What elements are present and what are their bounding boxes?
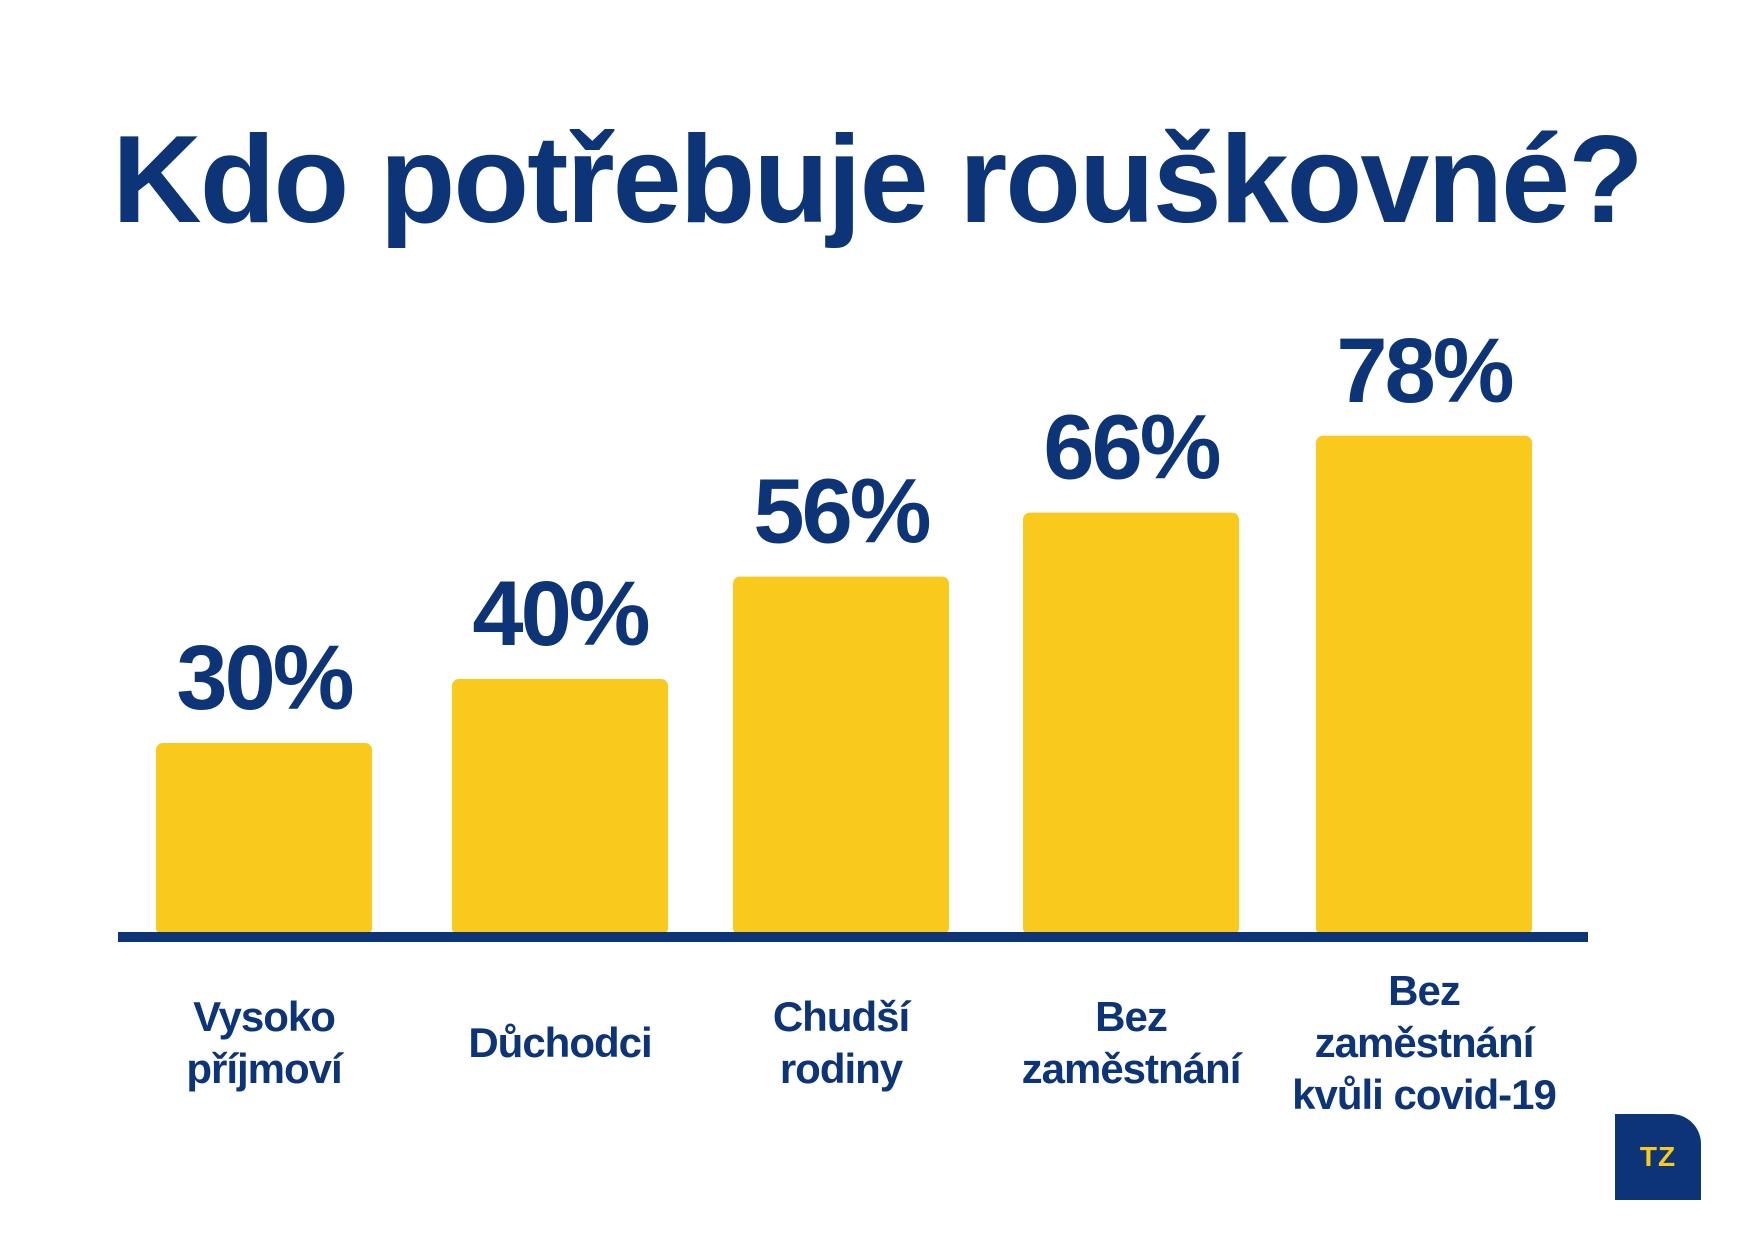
category-label-line: Bez (1095, 993, 1167, 1040)
value-label-2: 40% (472, 563, 648, 665)
category-label-3: Chudší rodiny (773, 993, 912, 1092)
tz-logo: TZ (1615, 1114, 1701, 1200)
category-label-4: Bez zaměstnání (1022, 993, 1243, 1092)
bar-4 (1023, 512, 1239, 935)
category-label-line: Vysoko (193, 993, 335, 1040)
value-label-5: 78% (1336, 320, 1512, 422)
bar-1 (156, 743, 372, 935)
category-label-line: kvůli covid-19 (1292, 1071, 1556, 1118)
bar-5 (1316, 435, 1532, 935)
chart-title: Kdo potřebuje rouškovné? (112, 111, 1644, 249)
value-label-1: 30% (176, 627, 352, 729)
bars-group (156, 435, 1532, 935)
value-labels-group: 30% 40% 56% 66% 78% (176, 320, 1515, 729)
value-label-3: 56% (753, 461, 929, 563)
bar-2 (452, 679, 668, 935)
category-label-line: zaměstnání (1022, 1045, 1243, 1092)
bar-3 (733, 576, 949, 935)
category-label-line: Bez (1388, 967, 1460, 1014)
category-label-line: Důchodci (468, 1019, 651, 1066)
category-label-line: rodiny (780, 1045, 904, 1092)
category-label-line: Chudší (773, 993, 912, 1040)
category-labels-group: Vysoko příjmoví Důchodci Chudší rodiny Bez zam… (186, 967, 1557, 1118)
value-label-4: 66% (1043, 397, 1219, 499)
category-label-line: zaměstnání (1315, 1019, 1536, 1066)
category-label-line: příjmoví (186, 1045, 344, 1092)
category-label-1: Vysoko příjmoví (186, 993, 344, 1092)
category-label-5: Bez zaměstnání kvůli covid-19 (1292, 967, 1556, 1118)
category-label-2: Důchodci (468, 1019, 651, 1066)
